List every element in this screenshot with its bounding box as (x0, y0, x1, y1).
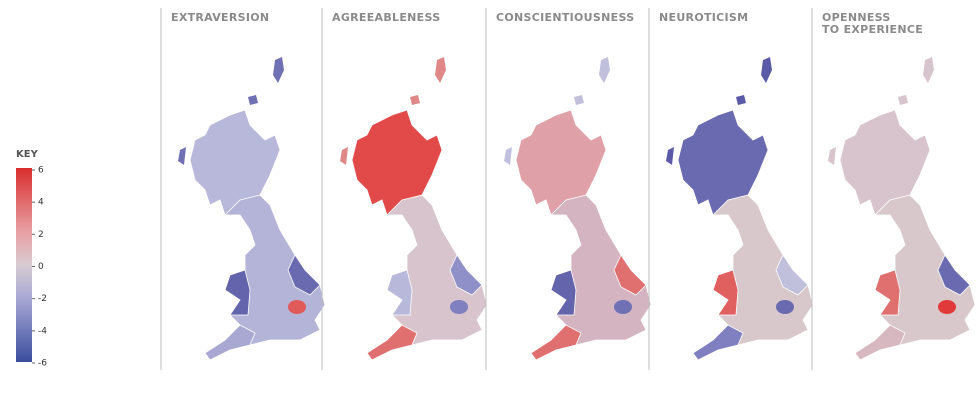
maps (178, 57, 976, 361)
map (340, 57, 488, 361)
key-label: 2 (38, 230, 44, 240)
panel-title: CONSCIENTIOUSNESS (496, 11, 634, 24)
key-label: 0 (38, 262, 44, 272)
map (178, 57, 326, 361)
key-label: 4 (38, 198, 44, 208)
key-scale (16, 168, 32, 362)
key: KEY (16, 149, 39, 362)
map (828, 57, 976, 361)
panel-title: NEUROTICISM (659, 11, 748, 24)
key-label: -2 (38, 294, 47, 304)
panel-title: EXTRAVERSION (171, 11, 269, 24)
key-label: -6 (38, 359, 47, 369)
map (666, 57, 814, 361)
key-title: KEY (16, 149, 39, 160)
map (504, 57, 652, 361)
panel-title: OPENNESS (822, 11, 891, 24)
key-label: -4 (38, 326, 47, 336)
panel-title: TO EXPERIENCE (822, 23, 923, 36)
key-label: 6 (38, 166, 44, 176)
panel-title: AGREEABLENESS (332, 11, 440, 24)
